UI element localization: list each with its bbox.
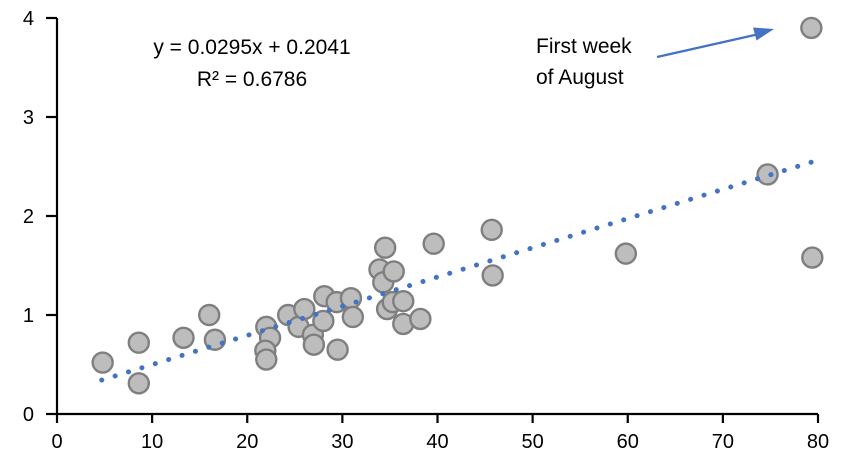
data-point — [341, 305, 365, 329]
trendline-r-squared: R² = 0.6786 — [196, 68, 308, 91]
data-point — [373, 236, 397, 259]
data-point — [312, 309, 335, 333]
y-tick-label: 3 — [23, 107, 34, 129]
trendline-equation: y = 0.0295x + 0.2041 — [153, 36, 351, 59]
data-point — [127, 331, 151, 354]
annotation-arrow-line — [656, 33, 758, 59]
data-point — [293, 297, 316, 321]
axis-lines — [55, 18, 818, 416]
annotation-arrow-head — [753, 27, 774, 41]
data-point — [127, 372, 151, 395]
data-point — [801, 246, 824, 269]
data-point — [255, 348, 278, 371]
annotation-text-line2: of August — [536, 66, 624, 89]
x-tick-label: 70 — [712, 431, 734, 453]
x-tick-label: 0 — [51, 431, 62, 453]
x-tick-label: 80 — [807, 431, 829, 453]
y-tick-label: 4 — [23, 8, 34, 30]
data-point — [481, 264, 504, 287]
data-point — [302, 333, 326, 356]
data-point — [409, 307, 432, 331]
data-point — [382, 260, 405, 283]
annotation-text-line1: First week — [536, 35, 632, 58]
data-point — [422, 232, 445, 255]
data-point — [756, 163, 779, 186]
y-tick-label: 1 — [23, 305, 34, 327]
data-point — [197, 303, 221, 327]
trend-line — [99, 159, 816, 383]
y-tick-label: 2 — [23, 206, 34, 228]
data-point — [172, 326, 195, 349]
data-point — [800, 16, 823, 40]
data-point — [203, 328, 227, 351]
x-tick-label: 20 — [236, 431, 258, 453]
x-tick-label: 30 — [331, 431, 353, 453]
data-point — [480, 218, 503, 242]
data-point — [392, 289, 415, 313]
x-tick-label: 60 — [617, 431, 639, 453]
x-tick-label: 40 — [426, 431, 448, 453]
x-tick-label: 10 — [141, 431, 163, 453]
data-point — [614, 242, 638, 265]
data-point — [326, 338, 349, 361]
y-tick-label: 0 — [23, 404, 34, 426]
data-point — [91, 351, 114, 374]
x-tick-label: 50 — [522, 431, 544, 453]
